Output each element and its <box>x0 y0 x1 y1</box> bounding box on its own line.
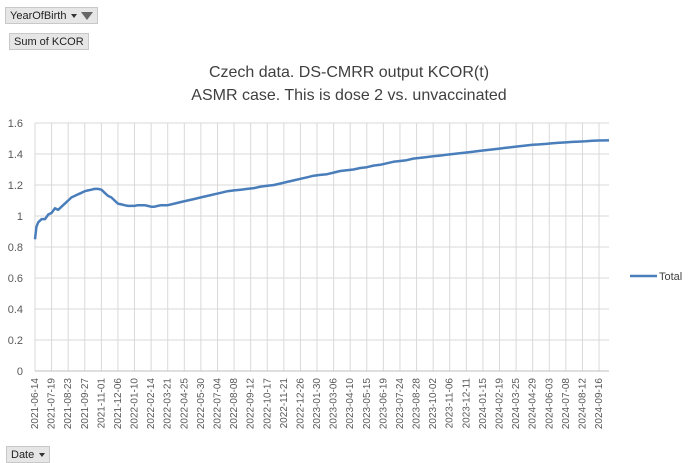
legend-label-total: Total <box>659 271 682 283</box>
x-tick-label: 2024-06-03 <box>544 378 555 430</box>
chart-title-line1: Czech data. DS-CMRR output KCOR(t) <box>208 64 490 81</box>
sum-of-kcor-label: Sum of KCOR <box>14 35 84 48</box>
chart-title-line2: ASMR case. This is dose 2 vs. unvaccinat… <box>191 87 507 104</box>
y-tick-label: 1.6 <box>8 118 23 130</box>
x-tick-label: 2022-05-30 <box>196 378 207 430</box>
x-tick-label: 2022-04-25 <box>179 378 190 430</box>
yearofbirth-filter-button[interactable]: YearOfBirth <box>5 7 99 24</box>
y-tick-label: 0.4 <box>8 304 23 316</box>
x-tick-label: 2024-08-12 <box>577 378 588 430</box>
sum-of-kcor-field-button[interactable]: Sum of KCOR <box>9 33 89 50</box>
x-tick-label: 2021-06-14 <box>30 378 41 430</box>
x-tick-label: 2022-10-17 <box>262 378 273 430</box>
y-tick-label: 0.6 <box>8 273 23 285</box>
x-tick-label: 2023-07-24 <box>395 378 406 430</box>
yearofbirth-field-label: YearOfBirth <box>10 9 67 22</box>
y-axis-ticks: 0 0.2 0.4 0.6 0.8 1 1.2 1.4 1.6 <box>8 118 23 378</box>
y-tick-label: 1.4 <box>8 149 23 161</box>
x-tick-label: 2024-04-29 <box>528 378 539 430</box>
x-tick-label: 2023-08-28 <box>412 378 423 430</box>
x-tick-label: 2023-12-11 <box>461 378 472 429</box>
x-tick-label: 2021-08-23 <box>63 378 74 430</box>
x-tick-label: 2022-07-04 <box>212 378 223 430</box>
x-tick-label: 2022-03-21 <box>163 378 174 430</box>
x-tick-label: 2023-06-19 <box>378 378 389 430</box>
y-tick-label: 0 <box>17 366 23 378</box>
x-tick-label: 2024-09-16 <box>594 378 605 430</box>
y-tick-label: 0.8 <box>8 242 23 254</box>
x-tick-label: 2022-01-10 <box>130 378 141 430</box>
x-tick-label: 2024-02-19 <box>495 378 506 430</box>
x-tick-label: 2022-12-26 <box>295 378 306 430</box>
x-tick-label: 2022-08-08 <box>229 378 240 430</box>
x-axis-ticks: 2021-06-14 2021-07-19 2021-08-23 2021-09-27… <box>30 378 605 430</box>
x-tick-label: 2021-12-06 <box>113 378 124 430</box>
filter-funnel-icon <box>81 11 94 20</box>
x-tick-label: 2024-07-08 <box>561 378 572 430</box>
x-tick-label: 2022-11-21 <box>279 378 290 429</box>
x-tick-label: 2022-09-12 <box>246 378 257 430</box>
x-tick-label: 2021-07-19 <box>47 378 58 430</box>
y-tick-label: 0.2 <box>8 335 23 347</box>
x-tick-label: 2023-01-30 <box>312 378 323 430</box>
x-tick-label: 2023-04-10 <box>345 378 356 430</box>
x-tick-label: 2023-11-06 <box>445 378 456 429</box>
series-line-total <box>33 139 609 240</box>
x-tick-label: 2024-03-25 <box>511 378 522 430</box>
x-tick-label: 2021-11-01 <box>96 378 107 429</box>
x-tick-label: 2023-03-06 <box>329 378 340 430</box>
x-tick-label: 2023-05-15 <box>362 378 373 430</box>
dropdown-arrow-icon <box>71 13 78 18</box>
y-tick-label: 1.2 <box>8 180 23 192</box>
y-tick-label: 1 <box>17 211 23 223</box>
x-tick-label: 2021-09-27 <box>80 378 91 430</box>
x-tick-label: 2023-10-02 <box>428 378 439 430</box>
gridlines <box>34 122 609 372</box>
x-tick-label: 2022-02-14 <box>146 378 157 430</box>
x-tick-label: 2024-01-15 <box>478 378 489 430</box>
